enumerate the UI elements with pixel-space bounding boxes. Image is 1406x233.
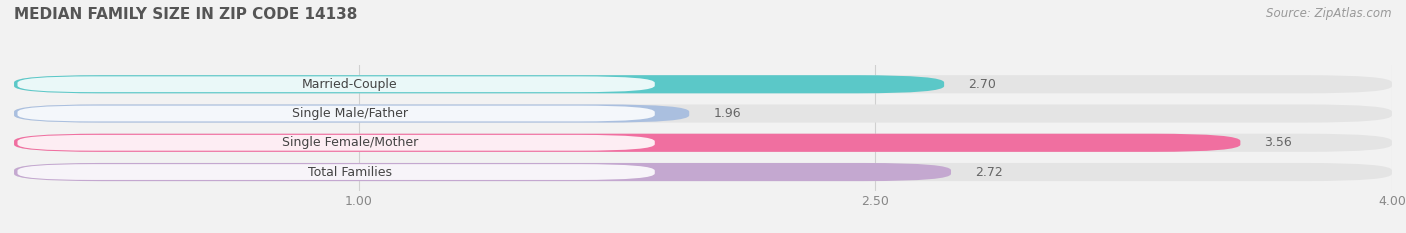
FancyBboxPatch shape: [17, 135, 655, 151]
Text: Source: ZipAtlas.com: Source: ZipAtlas.com: [1267, 7, 1392, 20]
FancyBboxPatch shape: [17, 106, 655, 121]
FancyBboxPatch shape: [17, 164, 655, 180]
Text: 2.72: 2.72: [976, 165, 1002, 178]
FancyBboxPatch shape: [14, 104, 1392, 123]
FancyBboxPatch shape: [14, 104, 689, 123]
Text: 2.70: 2.70: [969, 78, 995, 91]
FancyBboxPatch shape: [14, 75, 945, 93]
FancyBboxPatch shape: [14, 134, 1392, 152]
FancyBboxPatch shape: [17, 76, 655, 92]
Text: 3.56: 3.56: [1264, 136, 1292, 149]
FancyBboxPatch shape: [14, 163, 950, 181]
Text: 1.96: 1.96: [713, 107, 741, 120]
FancyBboxPatch shape: [14, 75, 1392, 93]
FancyBboxPatch shape: [14, 134, 1240, 152]
Text: MEDIAN FAMILY SIZE IN ZIP CODE 14138: MEDIAN FAMILY SIZE IN ZIP CODE 14138: [14, 7, 357, 22]
Text: Single Male/Father: Single Male/Father: [292, 107, 408, 120]
Text: Married-Couple: Married-Couple: [302, 78, 398, 91]
Text: Total Families: Total Families: [308, 165, 392, 178]
FancyBboxPatch shape: [14, 163, 1392, 181]
Text: Single Female/Mother: Single Female/Mother: [281, 136, 418, 149]
